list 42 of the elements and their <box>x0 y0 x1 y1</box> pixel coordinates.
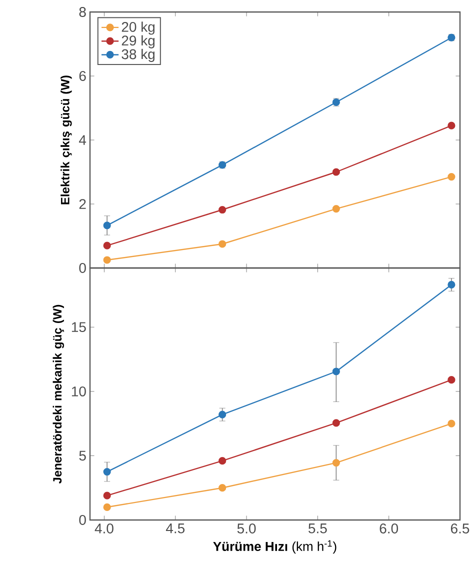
y-tick-label: 4 <box>78 135 86 145</box>
point <box>448 280 456 289</box>
point <box>332 458 340 467</box>
x-tick-label: 5.0 <box>237 524 256 534</box>
point <box>103 492 111 500</box>
y-tick-label: 15 <box>72 322 86 332</box>
legend-label: 29 kg <box>122 35 154 48</box>
point <box>448 173 456 181</box>
x-tick-label: 6.5 <box>450 524 470 534</box>
point <box>218 240 226 248</box>
y-axis-title: Jeneratördeki mekanik güç (W) <box>52 304 64 484</box>
x-tick-label: 4.5 <box>166 524 185 534</box>
point <box>103 503 111 511</box>
point <box>332 419 340 427</box>
point <box>218 484 226 492</box>
point <box>103 256 111 264</box>
x-tick-label: 6.0 <box>380 524 398 534</box>
point <box>218 206 226 214</box>
x-tick-label: 4.0 <box>94 524 114 534</box>
y-tick-label: 10 <box>72 386 86 396</box>
point <box>448 420 456 428</box>
point <box>448 376 456 384</box>
point <box>448 122 456 130</box>
point <box>332 168 340 176</box>
legend-label: 20 kg <box>122 22 154 35</box>
y-tick-label: 0 <box>79 263 86 273</box>
point <box>218 457 226 465</box>
y-tick-label: 8 <box>79 7 86 17</box>
y-tick-label: 2 <box>79 199 86 209</box>
point <box>218 410 226 418</box>
x-tick-label: 5.5 <box>308 524 327 534</box>
legend-label: 38 kg <box>122 48 154 62</box>
y-tick-label: 5 <box>79 450 86 461</box>
y-tick-label: 0 <box>79 515 86 525</box>
point <box>332 205 340 213</box>
x-axis-title: Yürüme Hızı (km h$^{-1}$) <box>213 540 336 554</box>
point <box>103 242 111 250</box>
y-tick-label: 6 <box>79 71 86 81</box>
point <box>332 368 340 376</box>
y-axis-title: Elektrik çıkış gücü (W) <box>60 76 72 204</box>
point <box>103 222 111 230</box>
point <box>103 468 111 476</box>
